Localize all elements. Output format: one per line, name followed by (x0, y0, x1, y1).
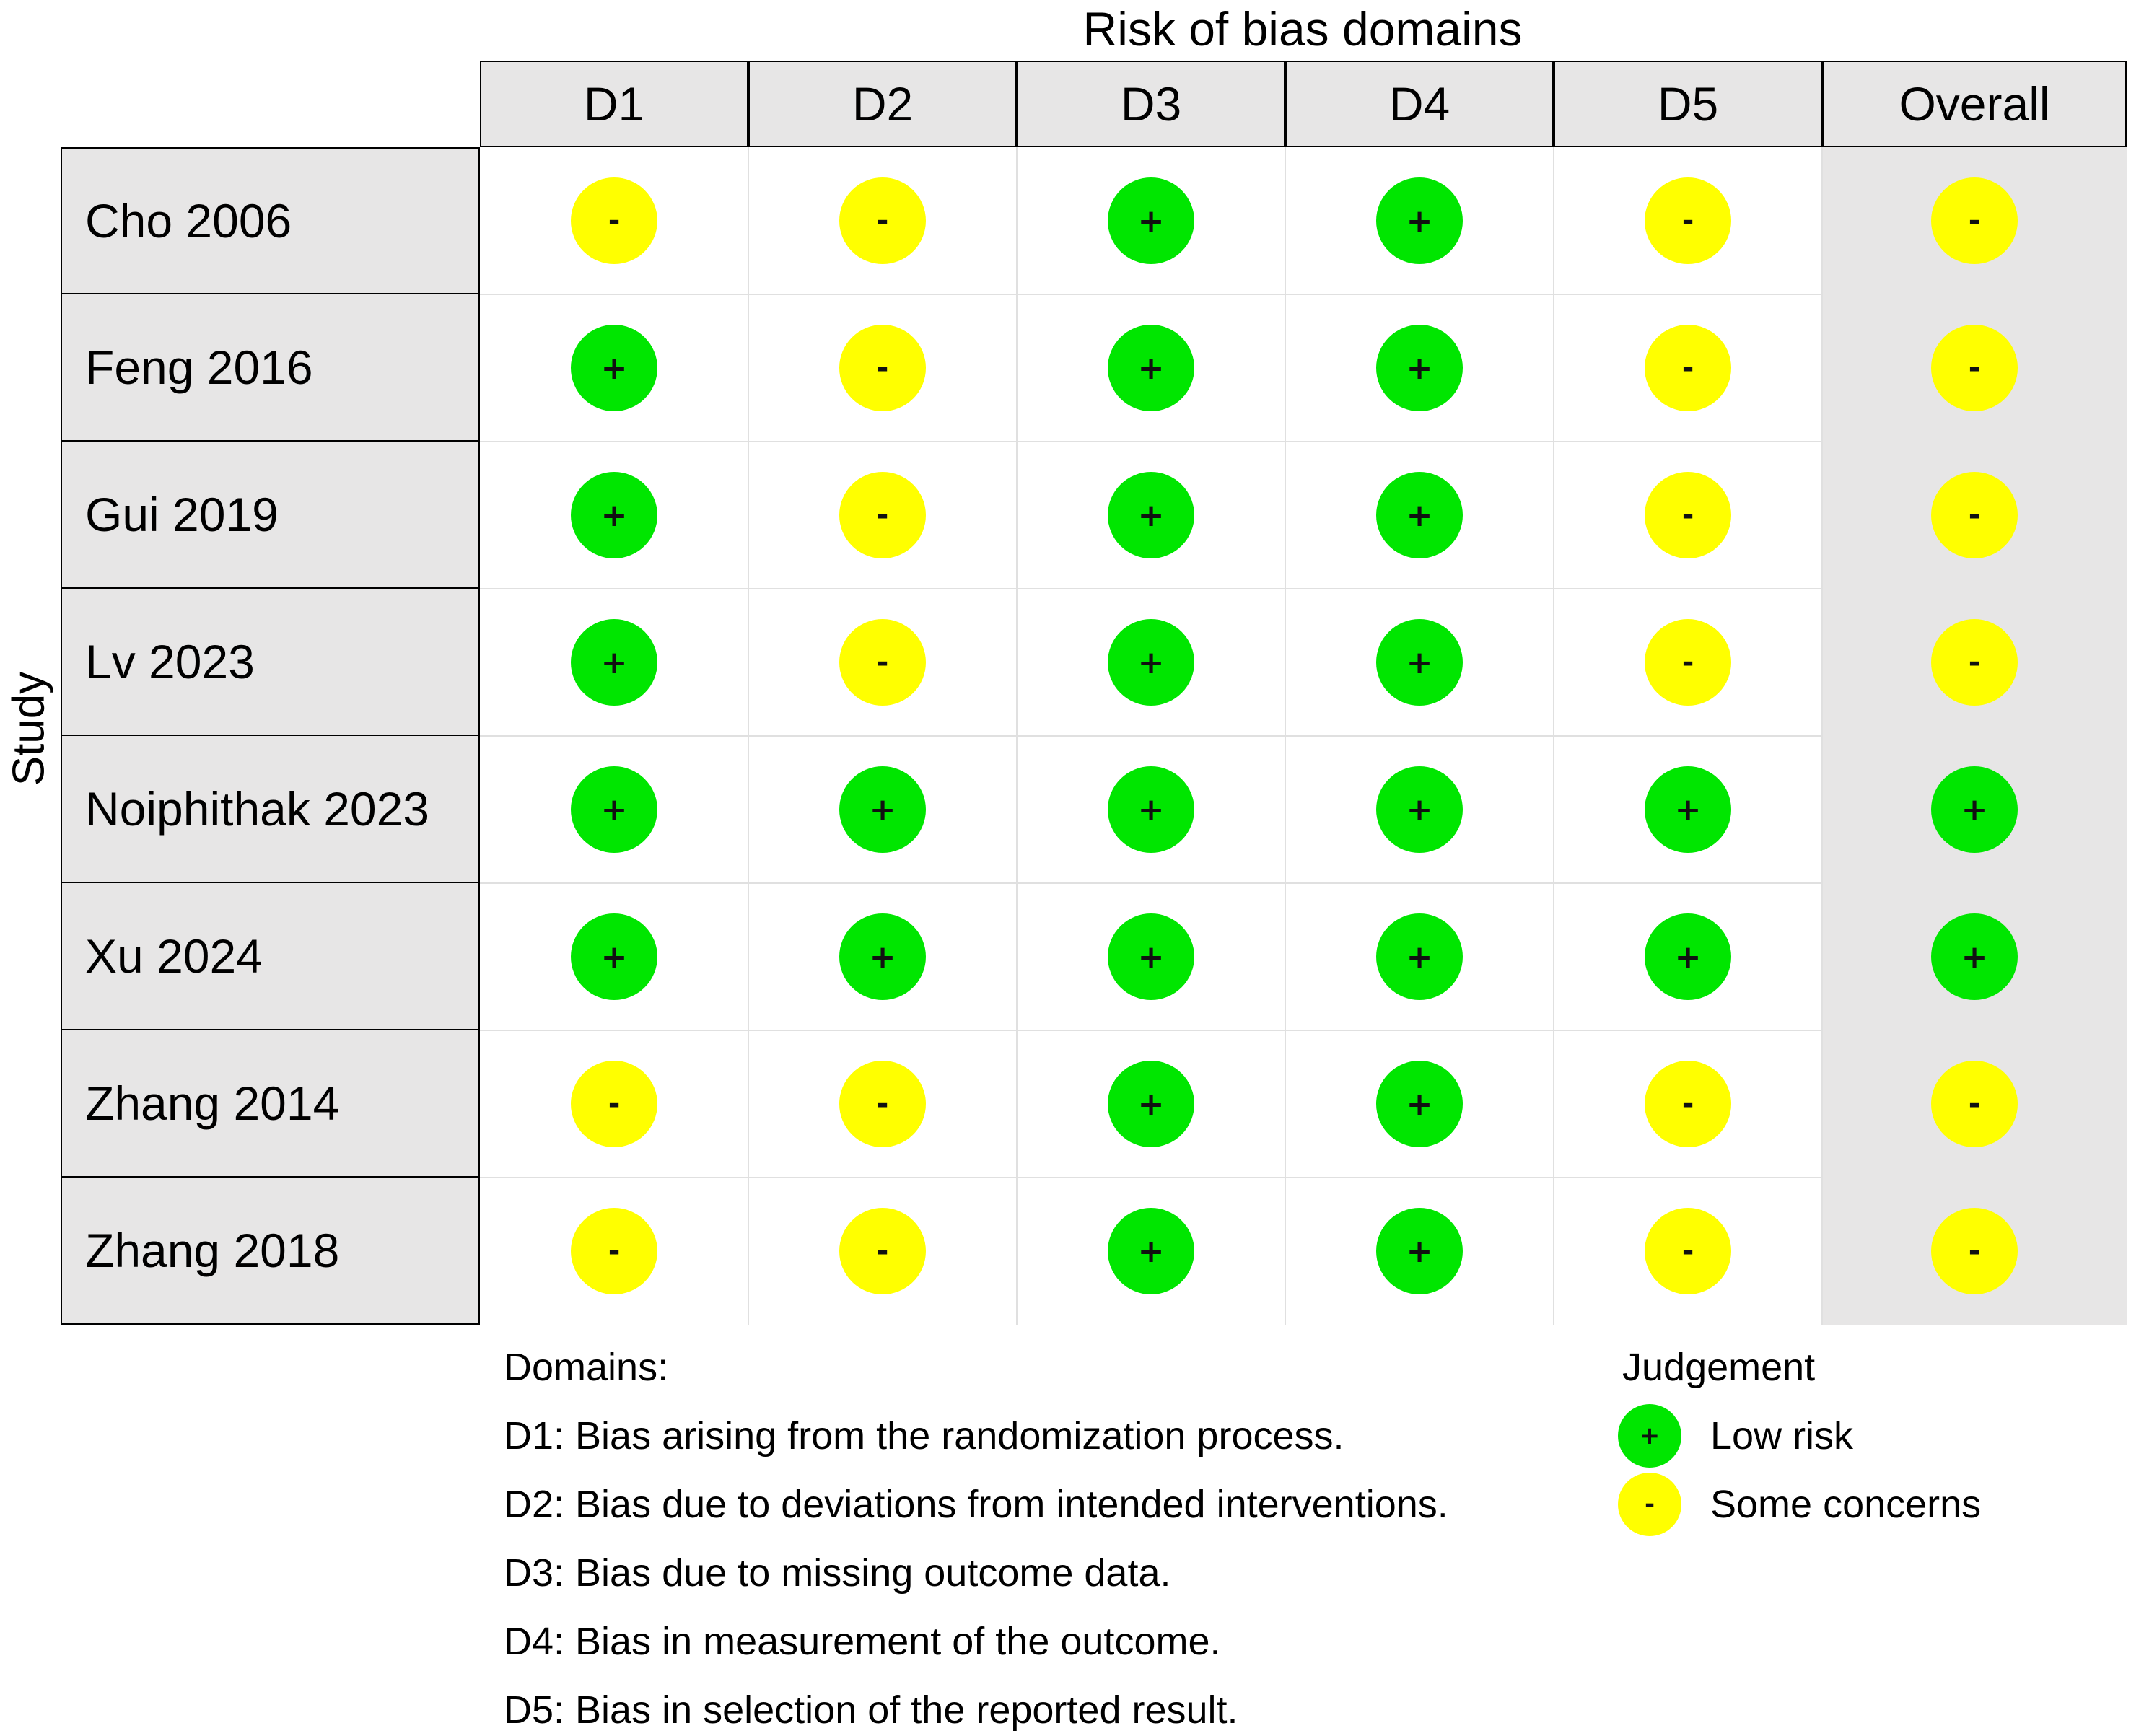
some-concerns-dot: - (1645, 619, 1731, 706)
grid-line-horizontal (480, 1030, 1822, 1031)
some-concerns-dot: - (571, 177, 657, 264)
judgement-legend-label: Low risk (1710, 1414, 1854, 1457)
grid-line-vertical (1821, 147, 1823, 1325)
low-risk-dot: + (1108, 177, 1194, 264)
grid-line-horizontal (480, 882, 1822, 884)
low-risk-dot: + (1376, 1061, 1463, 1147)
column-header-d2: D2 (748, 61, 1017, 147)
low-risk-dot: + (571, 325, 657, 411)
low-risk-dot: + (1376, 177, 1463, 264)
chart-title: Risk of bias domains (1082, 2, 1523, 56)
some-concerns-dot: - (1931, 177, 2018, 264)
some-concerns-dot: - (571, 1208, 657, 1294)
grid-line-horizontal (480, 735, 1822, 737)
domain-legend-item: D5: Bias in selection of the reported re… (504, 1688, 1238, 1732)
study-label: Lv 2023 (61, 587, 480, 736)
some-concerns-dot: - (1931, 472, 2018, 558)
low-risk-dot: + (1376, 1208, 1463, 1294)
column-header-d3: D3 (1017, 61, 1285, 147)
some-concerns-dot: - (839, 619, 926, 706)
low-risk-dot: + (1108, 472, 1194, 558)
low-risk-dot: + (1376, 472, 1463, 558)
low-risk-dot: + (1376, 766, 1463, 853)
y-axis-label: Study (4, 671, 54, 786)
some-concerns-dot: - (1931, 325, 2018, 411)
low-risk-dot: + (1108, 325, 1194, 411)
low-risk-dot: + (1376, 913, 1463, 1000)
column-header-d5: D5 (1554, 61, 1822, 147)
low-risk-dot: + (1931, 766, 2018, 853)
column-header-d4: D4 (1285, 61, 1554, 147)
grid-line-horizontal (480, 441, 1822, 442)
low-risk-dot: + (839, 766, 926, 853)
some-concerns-dot: - (839, 472, 926, 558)
domain-legend-item: D2: Bias due to deviations from intended… (504, 1483, 1448, 1526)
low-risk-dot: + (571, 766, 657, 853)
some-concerns-dot: - (1645, 1061, 1731, 1147)
some-concerns-dot: - (839, 1208, 926, 1294)
study-label: Cho 2006 (61, 147, 480, 294)
domain-legend-item: D3: Bias due to missing outcome data. (504, 1551, 1171, 1595)
grid-line-horizontal (480, 588, 1822, 589)
study-label: Zhang 2014 (61, 1029, 480, 1178)
low-risk-legend-dot: + (1618, 1404, 1681, 1468)
low-risk-dot: + (1108, 1208, 1194, 1294)
column-header-overall: Overall (1822, 61, 2127, 147)
some-concerns-dot: - (839, 1061, 926, 1147)
some-concerns-dot: - (1645, 325, 1731, 411)
study-label: Xu 2024 (61, 882, 480, 1030)
low-risk-dot: + (571, 472, 657, 558)
low-risk-dot: + (571, 619, 657, 706)
low-risk-dot: + (1645, 913, 1731, 1000)
domain-legend-item: D1: Bias arising from the randomization … (504, 1414, 1344, 1457)
domain-legend-item: D4: Bias in measurement of the outcome. (504, 1620, 1221, 1663)
judgement-legend-heading: Judgement (1622, 1346, 1816, 1389)
some-concerns-dot: - (1645, 177, 1731, 264)
low-risk-dot: + (1108, 766, 1194, 853)
grid-line-horizontal (480, 294, 1822, 295)
study-label: Zhang 2018 (61, 1176, 480, 1325)
some-concerns-dot: - (1931, 1208, 2018, 1294)
low-risk-dot: + (1376, 619, 1463, 706)
study-label: Gui 2019 (61, 440, 480, 589)
column-header-d1: D1 (480, 61, 748, 147)
some-concerns-dot: - (1645, 472, 1731, 558)
domains-legend-heading: Domains: (504, 1346, 669, 1389)
some-concerns-dot: - (839, 177, 926, 264)
study-label: Noiphithak 2023 (61, 735, 480, 883)
overall-column-background (1822, 147, 2127, 1325)
some-concerns-dot: - (1931, 619, 2018, 706)
some-concerns-dot: - (1931, 1061, 2018, 1147)
judgement-legend-label: Some concerns (1710, 1483, 1982, 1526)
low-risk-dot: + (571, 913, 657, 1000)
some-concerns-dot: - (571, 1061, 657, 1147)
low-risk-dot: + (1108, 913, 1194, 1000)
low-risk-dot: + (1108, 1061, 1194, 1147)
some-concerns-dot: - (839, 325, 926, 411)
low-risk-dot: + (1645, 766, 1731, 853)
low-risk-dot: + (1931, 913, 2018, 1000)
grid-line-horizontal (480, 1177, 1822, 1178)
low-risk-dot: + (1108, 619, 1194, 706)
some-concerns-dot: - (1645, 1208, 1731, 1294)
study-label: Feng 2016 (61, 293, 480, 442)
low-risk-dot: + (839, 913, 926, 1000)
low-risk-dot: + (1376, 325, 1463, 411)
some-concerns-legend-dot: - (1618, 1473, 1681, 1536)
